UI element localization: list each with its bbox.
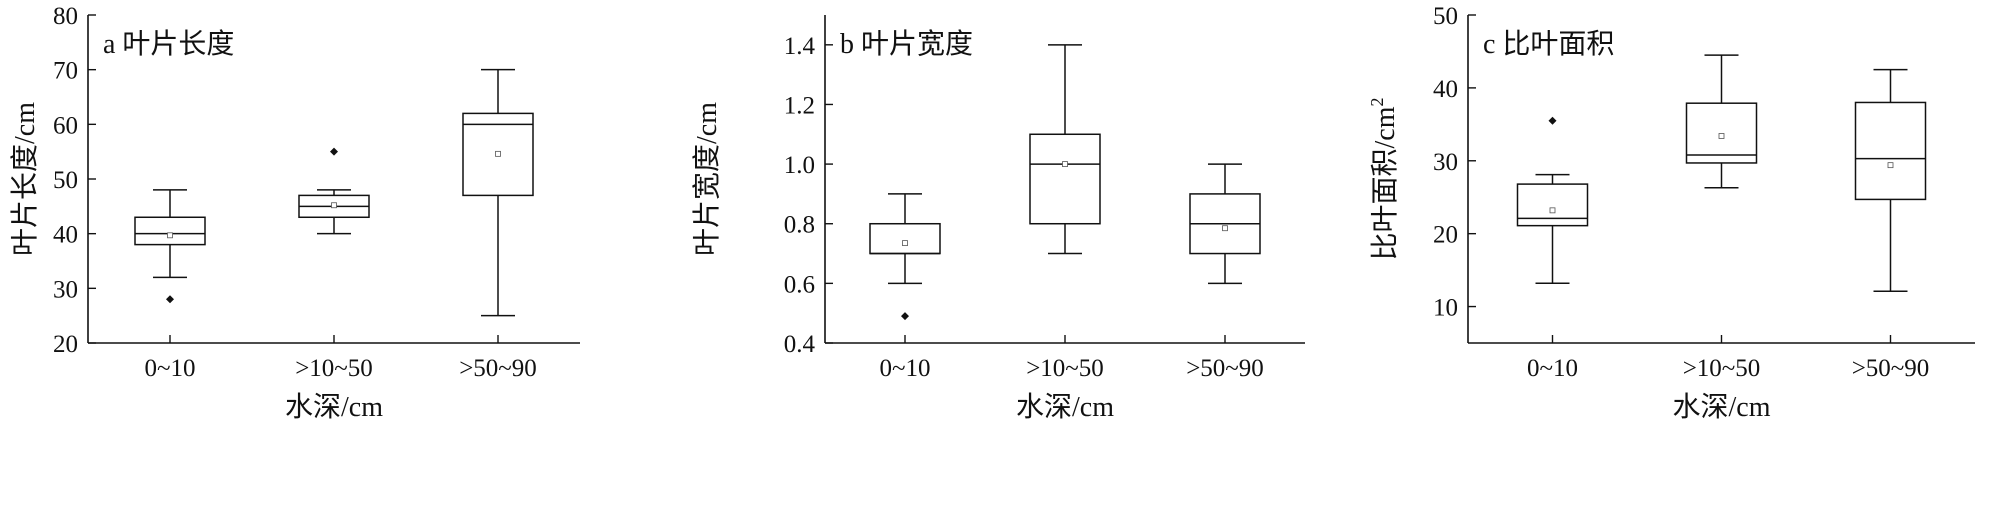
y-tick-label: 0.4 (784, 331, 816, 358)
x-tick-label: 0~10 (1527, 355, 1578, 382)
mean-marker (1062, 161, 1068, 167)
y-tick-label: 1.0 (784, 152, 815, 179)
mean-marker (331, 202, 337, 209)
y-tick-label: 1.2 (784, 92, 815, 119)
outlier-point (1548, 116, 1557, 125)
box-group (1854, 68, 1927, 292)
y-tick-label: 20 (53, 331, 78, 358)
y-tick-label: 60 (53, 112, 78, 139)
y-tick-label: 40 (1433, 76, 1458, 103)
x-axis-title: 水深/cm (1673, 391, 1771, 423)
panel-label: a 叶片长度 (103, 28, 234, 60)
y-tick-label: 50 (53, 167, 78, 194)
y-axis-title-superscript: 2 (1367, 98, 1387, 107)
panel-a-leaf-length: 20 30 40 50 60 70 80 0~10 >10~50 >50~90 水深/cm 叶片长度/… (9, 3, 580, 423)
y-tick-label: 50 (1433, 3, 1458, 30)
interquartile-box (869, 222, 941, 255)
x-axis-title: 水深/cm (1016, 391, 1114, 423)
x-tick-label: >10~50 (1026, 355, 1104, 382)
mean-marker (1549, 207, 1556, 214)
y-tick-label: 10 (1433, 295, 1458, 322)
box-group (1516, 116, 1589, 284)
y-axis-title: 比叶面积/cm2 (1367, 98, 1401, 261)
box-group (1189, 163, 1261, 285)
mean-marker (1887, 162, 1894, 169)
box-group (1685, 54, 1758, 189)
y-tick-label: 20 (1433, 222, 1458, 249)
box-group (298, 147, 370, 235)
box-group (462, 68, 534, 317)
outlier-point (901, 312, 909, 321)
mean-marker (495, 150, 501, 157)
box-group (1029, 44, 1101, 255)
y-axis-title-text: 叶片长度/cm (9, 102, 41, 256)
box-group (134, 189, 206, 304)
mean-marker (902, 240, 908, 247)
interquartile-box (1516, 183, 1589, 227)
mean-marker (1718, 133, 1725, 139)
panel-label: b 叶片宽度 (840, 28, 973, 60)
y-tick-label: 0.6 (784, 271, 815, 298)
x-tick-label: 0~10 (879, 355, 930, 382)
y-tick-label: 0.8 (784, 212, 815, 239)
interquartile-box (1029, 133, 1101, 225)
y-tick-label: 70 (53, 58, 78, 85)
panel-label: c 比叶面积 (1483, 28, 1614, 60)
panel-c-specific-leaf-area: 10 20 30 40 50 0~10 >10~50 >50~90 水深/cm 比叶面积/cm2 c… (1367, 3, 1975, 423)
y-tick-label: 1.4 (784, 33, 816, 60)
x-tick-label: 0~10 (144, 355, 195, 382)
y-axis-title-text: 叶片宽度/cm (691, 102, 723, 256)
y-tick-label: 80 (53, 3, 78, 30)
x-tick-label: >50~90 (1186, 355, 1264, 382)
y-tick-label: 40 (53, 222, 78, 249)
y-axis-title-text: 比叶面积/cm (1369, 106, 1401, 260)
x-tick-label: >50~90 (1852, 355, 1930, 382)
x-tick-label: >10~50 (1683, 355, 1761, 382)
panel-b-leaf-width: 0.4 0.6 0.8 1.0 1.2 1.4 0~10 >10~50 >50~90 水深/cm 叶… (691, 15, 1305, 423)
outlier-point (166, 295, 174, 304)
interquartile-box (1685, 102, 1758, 164)
x-tick-label: >10~50 (295, 355, 373, 382)
mean-marker (167, 232, 173, 239)
y-tick-label: 30 (1433, 149, 1458, 176)
y-axis-title: 叶片宽度/cm (691, 102, 723, 256)
x-tick-label: >50~90 (459, 355, 537, 382)
y-tick-label: 30 (53, 276, 78, 303)
y-axis-title: 叶片长度/cm (9, 102, 41, 256)
outlier-point (330, 147, 338, 156)
interquartile-box (134, 216, 206, 246)
interquartile-box (1854, 101, 1927, 201)
box-group (869, 193, 941, 321)
mean-marker (1222, 225, 1228, 232)
x-axis-title: 水深/cm (285, 391, 383, 423)
